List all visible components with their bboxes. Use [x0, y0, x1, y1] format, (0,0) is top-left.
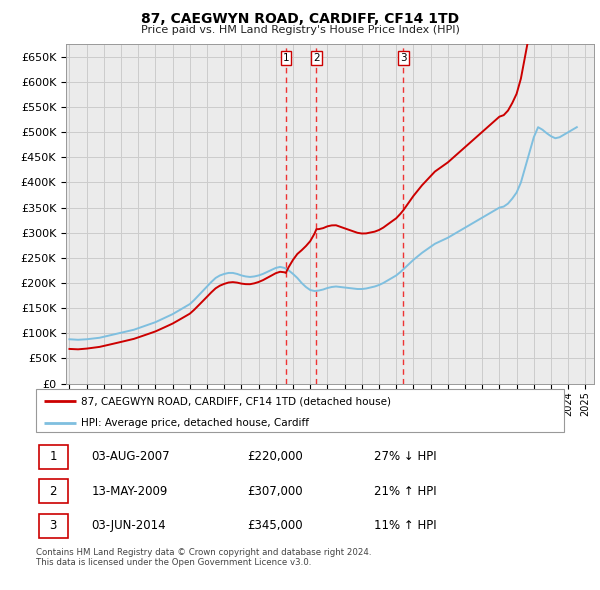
Text: £307,000: £307,000 — [247, 485, 303, 498]
Text: 2: 2 — [49, 485, 57, 498]
Text: Price paid vs. HM Land Registry's House Price Index (HPI): Price paid vs. HM Land Registry's House … — [140, 25, 460, 35]
FancyBboxPatch shape — [38, 479, 68, 503]
Text: 1: 1 — [49, 450, 57, 463]
Text: HPI: Average price, detached house, Cardiff: HPI: Average price, detached house, Card… — [81, 418, 309, 428]
FancyBboxPatch shape — [38, 514, 68, 538]
FancyBboxPatch shape — [38, 445, 68, 469]
Text: 87, CAEGWYN ROAD, CARDIFF, CF14 1TD (detached house): 87, CAEGWYN ROAD, CARDIFF, CF14 1TD (det… — [81, 396, 391, 407]
Text: 03-AUG-2007: 03-AUG-2007 — [91, 450, 170, 463]
Text: Contains HM Land Registry data © Crown copyright and database right 2024.
This d: Contains HM Land Registry data © Crown c… — [36, 548, 371, 567]
Text: 1: 1 — [283, 53, 289, 63]
Text: 11% ↑ HPI: 11% ↑ HPI — [374, 520, 437, 533]
Text: 3: 3 — [49, 520, 57, 533]
Text: 21% ↑ HPI: 21% ↑ HPI — [374, 485, 437, 498]
Text: 13-MAY-2009: 13-MAY-2009 — [91, 485, 168, 498]
Text: 87, CAEGWYN ROAD, CARDIFF, CF14 1TD: 87, CAEGWYN ROAD, CARDIFF, CF14 1TD — [141, 12, 459, 26]
Text: £220,000: £220,000 — [247, 450, 303, 463]
FancyBboxPatch shape — [36, 389, 564, 432]
Text: 3: 3 — [400, 53, 407, 63]
Text: 27% ↓ HPI: 27% ↓ HPI — [374, 450, 437, 463]
Text: £345,000: £345,000 — [247, 520, 303, 533]
Text: 2: 2 — [313, 53, 320, 63]
Text: 03-JUN-2014: 03-JUN-2014 — [91, 520, 166, 533]
